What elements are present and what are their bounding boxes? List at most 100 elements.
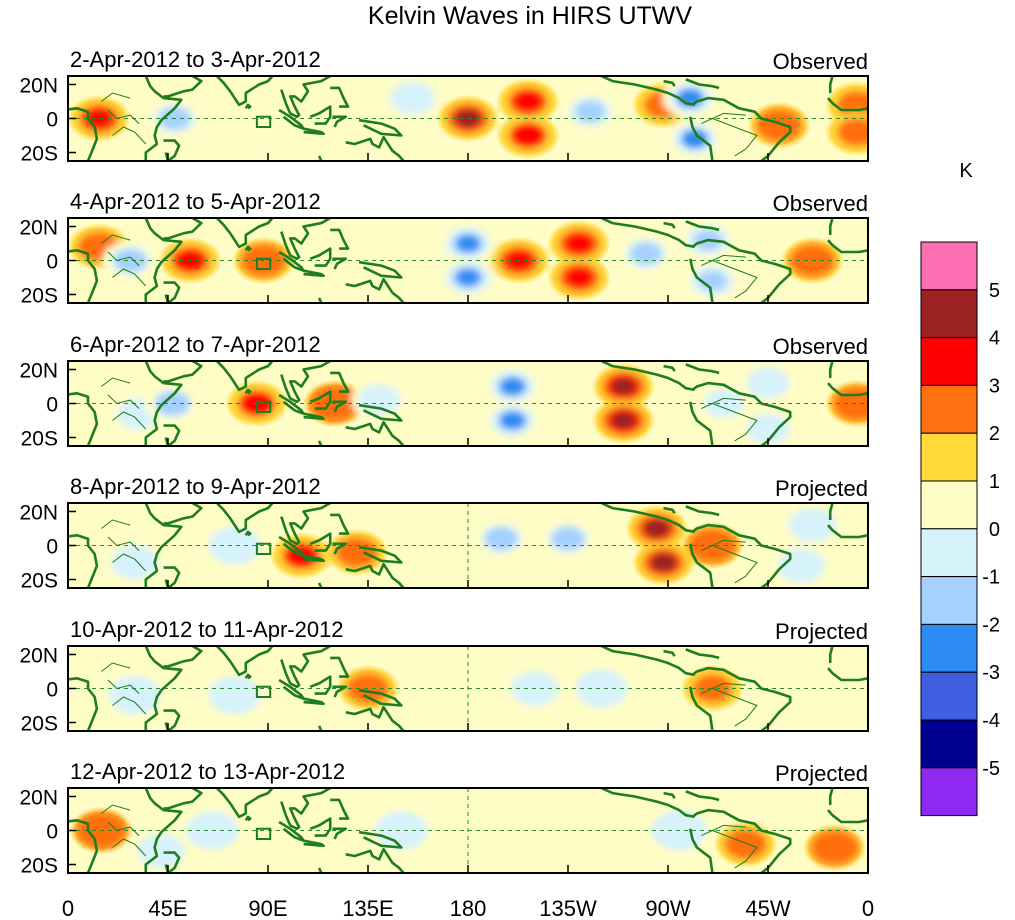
coastline (600, 646, 695, 677)
y-tick-label: 20N (19, 360, 58, 383)
coastline (358, 260, 403, 279)
y-tick-label: 0 (46, 821, 58, 844)
coastline (691, 238, 792, 303)
anomaly-center (662, 78, 719, 119)
x-tick-label: 135E (342, 896, 393, 920)
y-tick-label: 20N (19, 502, 58, 525)
anomaly-center (484, 400, 541, 441)
border-line (701, 682, 746, 695)
y-tick-label: 20N (19, 787, 58, 810)
coastline (345, 135, 405, 161)
coastline (215, 503, 274, 534)
anomaly-center (635, 542, 692, 583)
coastline (332, 542, 348, 555)
colorbar-swatch (920, 432, 978, 482)
coastline (278, 678, 305, 701)
colorbar-level-label: 5 (989, 280, 1000, 302)
coastlines (68, 646, 868, 731)
border-line (107, 394, 140, 409)
x-tick-label: 135W (539, 896, 597, 920)
anomaly-center (500, 81, 556, 122)
border-line (101, 804, 131, 814)
coastline (244, 815, 252, 822)
anomaly-center (828, 112, 868, 153)
x-tick-label: 90E (248, 896, 287, 920)
colorbar-swatch (920, 289, 978, 339)
coastline (280, 361, 331, 404)
region-box (255, 115, 272, 128)
panel-period-label: 4-Apr-2012 to 5-Apr-2012 (70, 189, 321, 214)
coastline (600, 503, 695, 534)
border-line (101, 92, 131, 102)
anomaly-center (595, 366, 652, 407)
coastlines (68, 218, 868, 303)
coastline (68, 391, 99, 446)
x-tick-label: 180 (450, 896, 487, 920)
anomaly-center (106, 675, 163, 716)
coastline (303, 697, 325, 706)
coastline (309, 532, 332, 552)
coastline (691, 96, 792, 161)
colorbar-swatches (920, 241, 978, 817)
coastline (688, 116, 714, 161)
coastline (345, 420, 405, 446)
colorbar-swatch (920, 719, 978, 769)
coastline (144, 76, 183, 161)
coastline (244, 388, 252, 395)
colorbar-level-label: -2 (982, 614, 1000, 636)
coastline (827, 524, 868, 539)
panel-period-label: 12-Apr-2012 to 13-Apr-2012 (70, 759, 345, 784)
coastline (332, 685, 348, 698)
coastline (144, 646, 183, 731)
colorbar-swatch (920, 384, 978, 434)
colorbar-level-label: 0 (989, 519, 1000, 541)
border-line (701, 397, 746, 410)
x-tick-label: 0 (62, 896, 74, 920)
anomaly-center (551, 223, 608, 264)
coastline (330, 371, 350, 393)
coastline (332, 400, 348, 413)
coastline (215, 361, 274, 392)
chart-title: Kelvin Waves in HIRS UTWV (368, 2, 692, 30)
anomaly-center (784, 505, 841, 546)
coastline (68, 533, 99, 588)
border-line (712, 688, 758, 727)
coastline (244, 245, 252, 252)
anomaly-center (573, 668, 630, 709)
coastline (144, 218, 183, 303)
anomaly-center (484, 366, 541, 407)
coastline (68, 676, 99, 731)
border-line (101, 234, 131, 244)
coastline (309, 817, 332, 837)
coastline (600, 361, 695, 392)
y-tick-label: 20S (21, 855, 58, 878)
coastline (358, 118, 403, 137)
region-box (255, 542, 272, 555)
coastline (309, 105, 332, 125)
region-box (255, 827, 272, 840)
colorbar-swatch (920, 576, 978, 625)
border-line (712, 830, 758, 869)
panel-period-label: 8-Apr-2012 to 9-Apr-2012 (70, 474, 321, 499)
panel-period-label: 10-Apr-2012 to 11-Apr-2012 (70, 617, 344, 642)
coastline (163, 503, 203, 525)
coastline (280, 218, 331, 261)
coastline (688, 828, 714, 873)
coastline (280, 646, 331, 689)
y-tick-label: 0 (46, 109, 58, 132)
anomaly-center (751, 105, 808, 146)
coastline (685, 220, 720, 232)
y-tick-label: 20N (19, 75, 58, 98)
border-line (107, 251, 140, 266)
anomaly-center (666, 118, 723, 159)
border-line (112, 838, 147, 857)
border-line (712, 403, 758, 442)
coastline (827, 97, 868, 112)
anomaly-center (562, 91, 619, 132)
panel-period-label: 6-Apr-2012 to 7-Apr-2012 (70, 332, 321, 357)
panel-status-label: Projected (775, 476, 868, 501)
anomaly-center (384, 78, 441, 119)
colorbar-tick-labels: 5 4 3 2 1 0 -1 -2 -3 -4 -5 (982, 280, 1000, 780)
border-line (712, 260, 758, 299)
